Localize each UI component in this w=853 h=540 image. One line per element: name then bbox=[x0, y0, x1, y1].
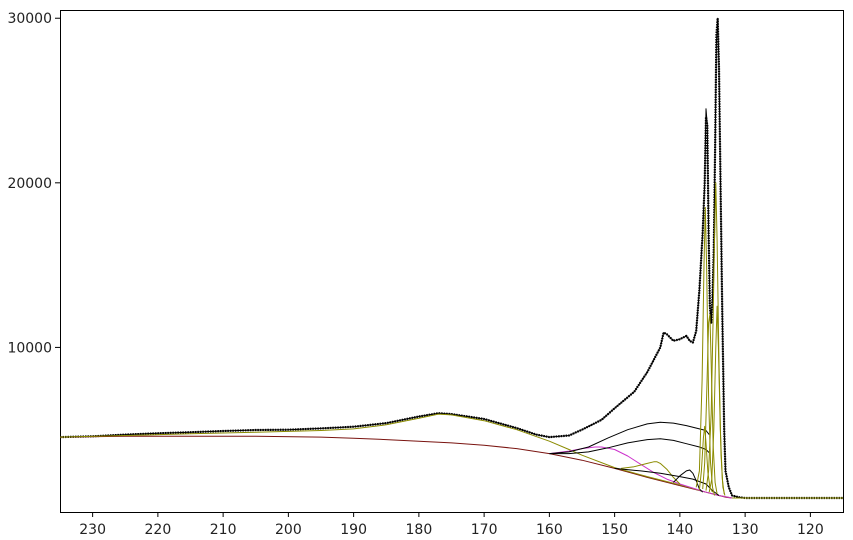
y-tick-label: 30000 bbox=[7, 11, 52, 27]
plot-frame bbox=[60, 10, 844, 513]
x-tick-label: 140 bbox=[667, 522, 694, 538]
series-line-5 bbox=[549, 421, 710, 455]
y-axis: 10000 20000 30000 bbox=[7, 11, 60, 356]
x-tick-label: 130 bbox=[732, 522, 759, 538]
x-tick-label: 200 bbox=[275, 522, 302, 538]
series-line-0 bbox=[60, 17, 843, 500]
series-line-1 bbox=[60, 17, 843, 499]
x-tick-label: 170 bbox=[471, 522, 498, 538]
y-tick-label: 20000 bbox=[7, 176, 52, 192]
x-tick-label: 230 bbox=[79, 522, 106, 538]
x-axis: 230 220 210 200 190 180 170 160 150 140 130 120 bbox=[79, 512, 824, 538]
x-tick-label: 120 bbox=[797, 522, 824, 538]
x-tick-label: 190 bbox=[340, 522, 367, 538]
series-line-13 bbox=[708, 305, 725, 494]
x-tick-label: 210 bbox=[210, 522, 237, 538]
x-tick-label: 220 bbox=[145, 522, 172, 538]
x-tick-label: 150 bbox=[601, 522, 628, 538]
series-line-14 bbox=[698, 425, 713, 493]
x-tick-label: 180 bbox=[406, 522, 433, 538]
series-line-11 bbox=[702, 314, 718, 494]
series-layer bbox=[60, 17, 843, 500]
x-tick-label: 160 bbox=[536, 522, 563, 538]
y-tick-label: 10000 bbox=[7, 340, 52, 356]
series-line-8 bbox=[673, 469, 704, 493]
